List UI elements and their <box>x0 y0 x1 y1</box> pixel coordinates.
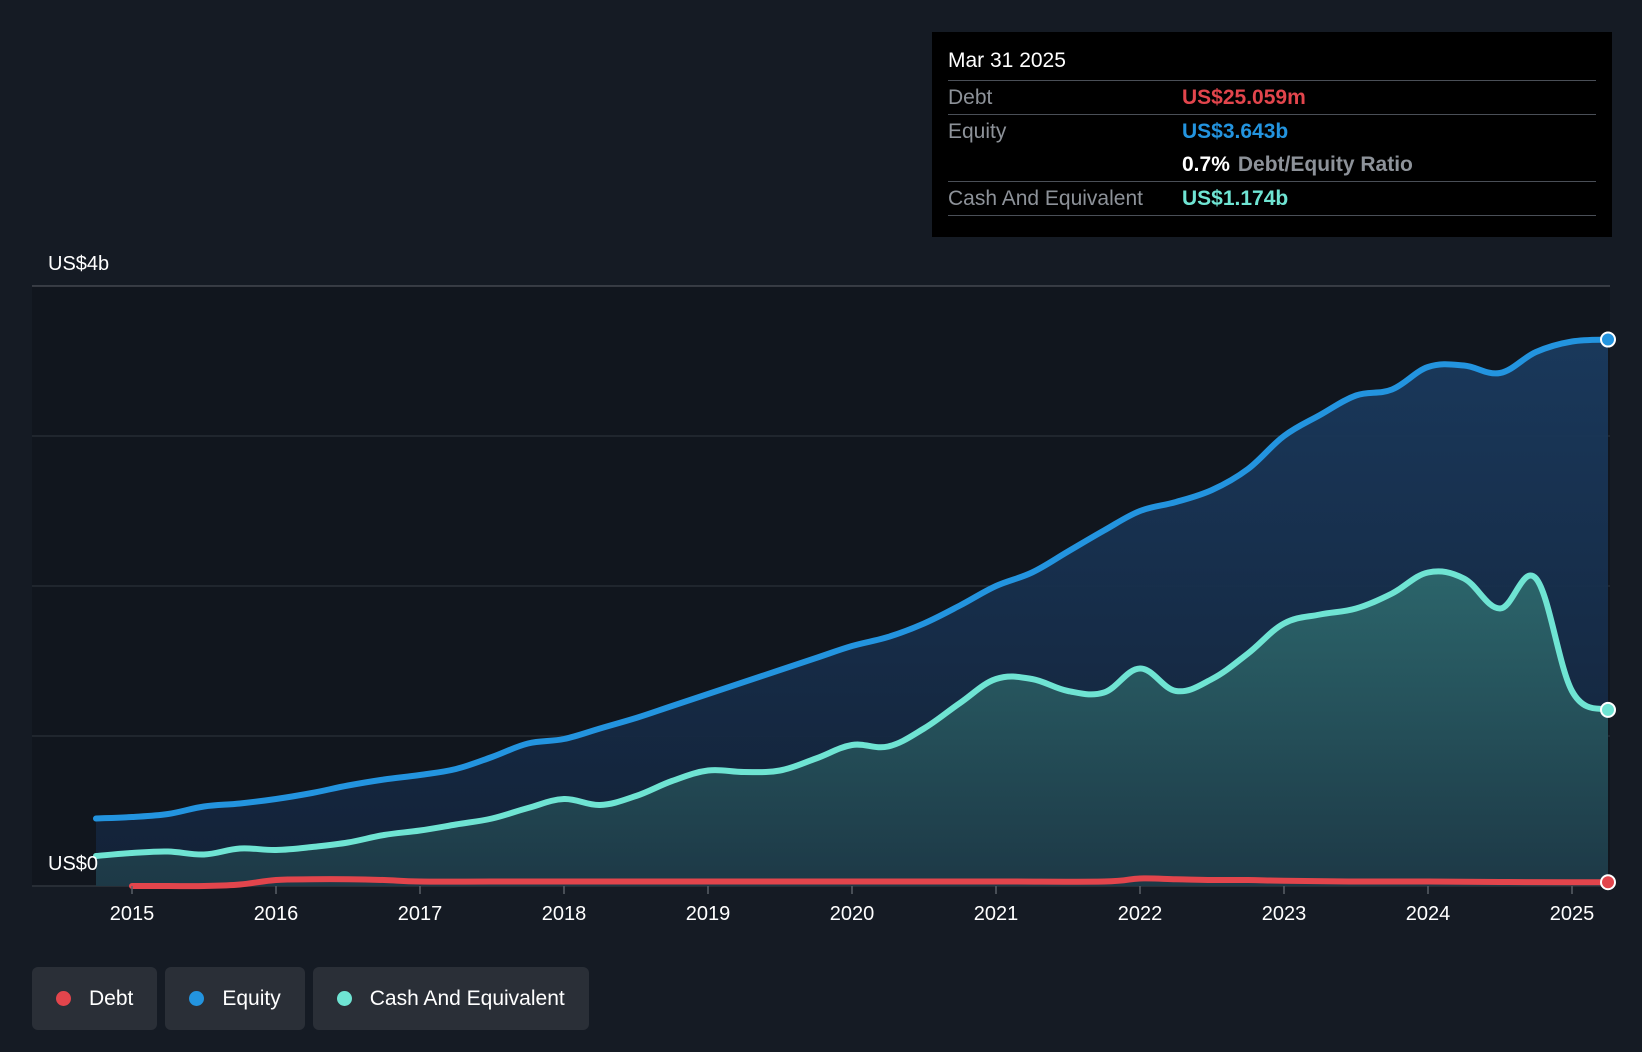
cash-and-equivalent-end-marker <box>1600 701 1616 718</box>
tooltip-date: Mar 31 2025 <box>948 49 1066 72</box>
debt-dot-icon <box>56 991 71 1006</box>
legend-label-cash: Cash And Equivalent <box>369 986 565 1010</box>
tooltip-equity-label: Equity <box>948 119 1007 143</box>
tooltip-ratio-row: 0.7% Debt/Equity Ratio <box>948 148 1596 181</box>
tooltip-ratio-label: Debt/Equity Ratio <box>1237 152 1413 176</box>
debt-line <box>129 875 1611 890</box>
x-tick-label: 2021 <box>974 903 1019 925</box>
legend: Debt Equity Cash And Equivalent <box>32 967 597 1030</box>
x-tick-label: 2023 <box>1262 903 1307 925</box>
legend-item-cash[interactable]: Cash And Equivalent <box>312 967 589 1030</box>
x-tick-label: 2019 <box>686 903 731 925</box>
cash-dot-icon <box>336 991 352 1006</box>
equity-line <box>93 336 1611 822</box>
x-tick-label: 2016 <box>254 903 299 925</box>
debt-end-marker <box>1600 874 1616 891</box>
equity-end-marker <box>1600 331 1616 348</box>
tooltip-equity-value: US$3.643b <box>1182 119 1289 143</box>
tooltip-debt-value: US$25.059m <box>1182 85 1306 109</box>
tooltip-cash-label: Cash And Equivalent <box>948 186 1143 210</box>
tooltip-debt-label: Debt <box>948 85 993 109</box>
legend-label-equity: Equity <box>222 986 281 1010</box>
tooltip-cash-value: US$1.174b <box>1182 186 1289 210</box>
legend-item-debt[interactable]: Debt <box>32 967 158 1030</box>
tooltip-debt-row: Debt US$25.059m <box>948 80 1596 114</box>
cash-and-equivalent-area <box>96 571 1608 886</box>
legend-item-equity[interactable]: Equity <box>165 967 305 1030</box>
equity-dot-icon <box>189 991 205 1006</box>
x-tick-label: 2022 <box>1118 903 1163 925</box>
x-tick-label: 2024 <box>1406 903 1451 925</box>
x-tick-label: 2015 <box>110 903 155 925</box>
tooltip-equity-row: Equity US$3.643b <box>948 114 1596 148</box>
tooltip-ratio-value: 0.7% <box>1182 152 1230 176</box>
x-tick-label: 2025 <box>1550 903 1595 925</box>
x-tick-label: 2020 <box>830 903 875 925</box>
x-tick-label: 2017 <box>398 903 443 925</box>
cash-and-equivalent-line <box>93 568 1611 859</box>
legend-label-debt: Debt <box>89 986 134 1010</box>
x-tick-label: 2018 <box>542 903 587 925</box>
y-axis-bottom-label: US$0 <box>48 853 98 875</box>
y-axis-top-label: US$4b <box>48 253 109 275</box>
tooltip-cash-row: Cash And Equivalent US$1.174b <box>948 181 1596 216</box>
tooltip: Mar 31 2025 Debt US$25.059m Equity US$3.… <box>932 32 1612 237</box>
